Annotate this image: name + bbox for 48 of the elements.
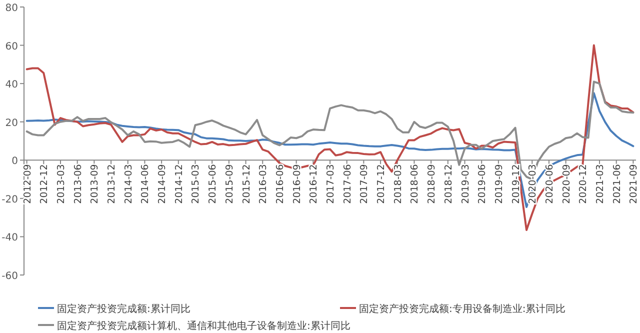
x-tick-label: 2018-09	[426, 164, 438, 204]
x-tick-label: 2021-09	[628, 164, 640, 204]
x-tick-label: 2013-09	[90, 164, 101, 204]
x-tick-label: 2019-09	[494, 164, 505, 204]
x-tick-label: 2015-03	[190, 164, 202, 204]
y-tick-label: 40	[5, 80, 18, 91]
x-tick-label: 2015-12	[241, 164, 252, 204]
y-tick-label: 20	[5, 118, 18, 129]
x-tick-label: 2013-03	[56, 164, 67, 204]
x-tick-label: 2018-12	[443, 164, 454, 204]
x-tick-label: 2014-12	[174, 164, 185, 204]
x-tick-label: 2019-03	[460, 164, 472, 204]
x-tick-label: 2017-03	[326, 164, 336, 204]
x-tick-label: 2018-06	[410, 164, 421, 204]
x-tick-label: 2017-12	[376, 164, 388, 204]
x-tick-label: 2016-09	[292, 164, 303, 204]
x-tick-label: 2013-06	[72, 164, 84, 204]
x-tick-label: 2017-09	[359, 164, 370, 204]
y-tick-label: -40	[2, 232, 18, 244]
x-tick-label: 2020-12	[578, 164, 590, 204]
x-tick-label: 2015-09	[224, 164, 236, 204]
legend-label: 固定资产投资完成额:累计同比	[57, 303, 190, 315]
x-tick-label: 2016-03	[258, 164, 270, 204]
x-tick-label: 2018-03	[392, 164, 404, 204]
x-tick-label: 2014-03	[123, 164, 134, 204]
x-tick-label: 2020-09	[561, 164, 572, 204]
x-tick-label: 2016-12	[308, 164, 320, 204]
legend-label: 固定资产投资完成额:专用设备制造业:累计同比	[359, 303, 566, 315]
x-tick-label: 2015-06	[208, 164, 219, 204]
y-tick-label: -20	[2, 194, 18, 206]
y-tick-label: 0	[12, 156, 18, 168]
x-tick-label: 2012-09	[22, 164, 34, 204]
x-tick-label: 2019-12	[510, 164, 522, 204]
x-tick-label: 2021-06	[612, 164, 623, 204]
y-tick-label: 60	[5, 41, 18, 52]
y-tick-label: 80	[5, 3, 18, 14]
x-tick-label: 2014-09	[157, 164, 168, 204]
x-tick-label: 2012-12	[39, 164, 50, 204]
x-tick-label: 2019-06	[477, 164, 488, 204]
legend-label: 固定资产投资完成额计算机、通信和其他电子设备制造业:累计同比	[57, 320, 350, 332]
x-tick-label: 2013-12	[106, 164, 118, 204]
x-tick-label: 2014-06	[140, 164, 152, 204]
x-tick-label: 2021-03	[595, 164, 606, 204]
x-tick-label: 2016-06	[274, 164, 286, 204]
x-tick-label: 2020-06	[544, 164, 556, 204]
y-tick-label: -60	[2, 271, 18, 282]
x-tick-label: 2020-03	[528, 164, 539, 204]
x-tick-label: 2017-06	[342, 164, 354, 204]
